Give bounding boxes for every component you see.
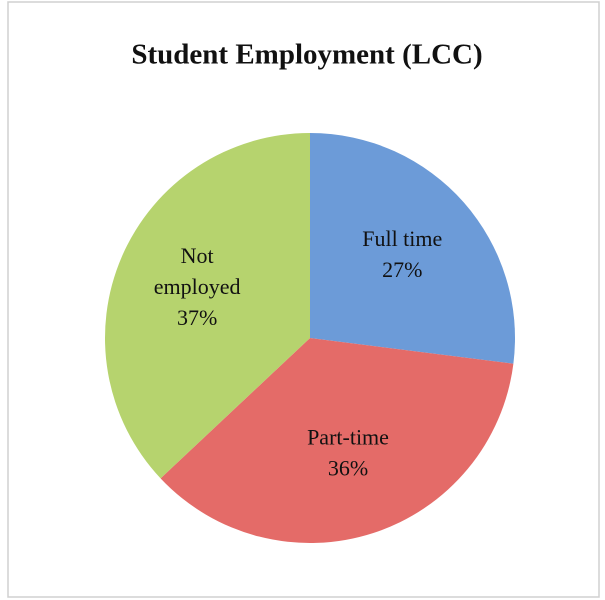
- slice-label: Not employed: [154, 243, 241, 299]
- slice-label: Part-time: [307, 425, 389, 450]
- slice-value-label: 27%: [382, 257, 422, 282]
- chart-title: Student Employment (LCC): [131, 39, 482, 71]
- slice-value-label: 37%: [177, 305, 217, 330]
- pie-slice: [105, 133, 311, 479]
- pie-slice: [310, 133, 515, 364]
- slice-label-line: Not: [181, 243, 214, 268]
- pie-slice: [160, 338, 514, 543]
- slice-label: Full time: [362, 226, 442, 251]
- slice-value-label: 36%: [328, 456, 368, 481]
- slice-label-line: employed: [154, 274, 241, 299]
